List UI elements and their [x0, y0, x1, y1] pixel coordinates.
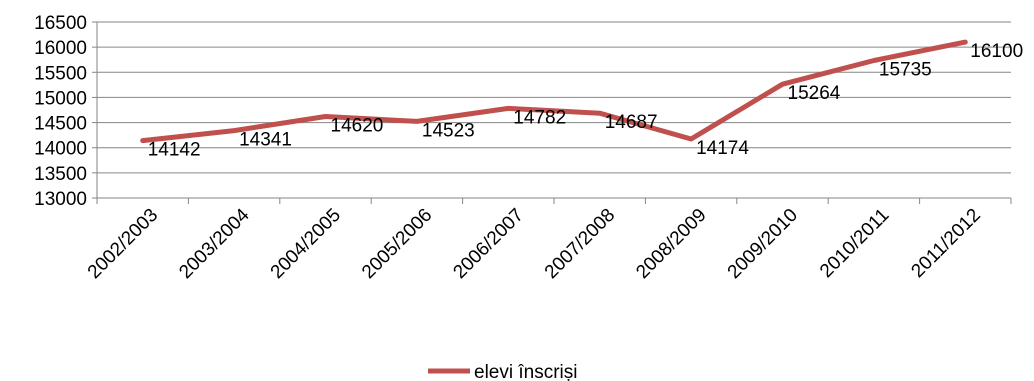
x-tick-label: 2011/2012: [907, 205, 984, 282]
series-layer: [140, 39, 968, 144]
x-tick-label: 2010/2011: [816, 205, 893, 282]
data-label: 14341: [239, 130, 292, 151]
data-labels: 14142 14341 14620 14523 14782 14687 14174 15264…: [148, 41, 1023, 160]
data-label: 15264: [788, 83, 841, 104]
x-tick-label: 2006/2007: [449, 205, 527, 283]
data-label: 14174: [696, 138, 749, 159]
y-tick-label: 16500: [34, 13, 87, 34]
data-label: 14782: [513, 107, 566, 128]
y-tick-label: 14000: [34, 139, 87, 160]
y-tick-label: 15500: [34, 63, 87, 84]
data-point: [325, 116, 326, 118]
series-line: [140, 39, 968, 144]
data-label: 14687: [605, 112, 658, 133]
data-point: [873, 59, 875, 61]
y-tick-label: 13000: [34, 189, 87, 210]
legend: elevi înscriși: [428, 362, 577, 381]
x-tick-label: 2007/2008: [541, 205, 619, 283]
x-tick-label: 2005/2006: [358, 205, 436, 283]
y-tick-label: 14500: [34, 114, 87, 135]
data-point: [507, 107, 509, 109]
x-tick-label: 2002/2003: [84, 205, 162, 283]
y-tick-label: 16000: [34, 38, 87, 59]
gridlines: [97, 21, 1011, 199]
data-label: 15735: [879, 59, 932, 80]
data-point: [233, 130, 235, 132]
x-tick-label: 2008/2009: [632, 205, 710, 283]
data-label: 14523: [422, 120, 475, 141]
data-point: [782, 83, 783, 85]
data-point: [599, 112, 601, 114]
data-point: [690, 138, 692, 140]
x-tick-label: 2009/2010: [724, 205, 802, 283]
x-axis: 2002/2003 2003/2004 2004/2005 2005/2006 2006…: [84, 198, 1012, 283]
y-axis: 13000 13500 14000 14500 15000 15500 16000 16500: [34, 13, 98, 210]
y-tick-label: 15000: [34, 88, 87, 109]
data-point: [964, 41, 966, 43]
x-tick-label: 2004/2005: [267, 205, 345, 283]
legend-label: elevi înscriși: [474, 362, 577, 381]
data-point: [416, 120, 418, 122]
data-point: [142, 140, 144, 142]
data-label: 14142: [148, 140, 201, 161]
data-label: 14620: [331, 116, 384, 137]
y-tick-label: 13500: [34, 164, 87, 185]
data-label: 16100: [970, 41, 1023, 62]
x-tick-label: 2003/2004: [175, 204, 254, 283]
